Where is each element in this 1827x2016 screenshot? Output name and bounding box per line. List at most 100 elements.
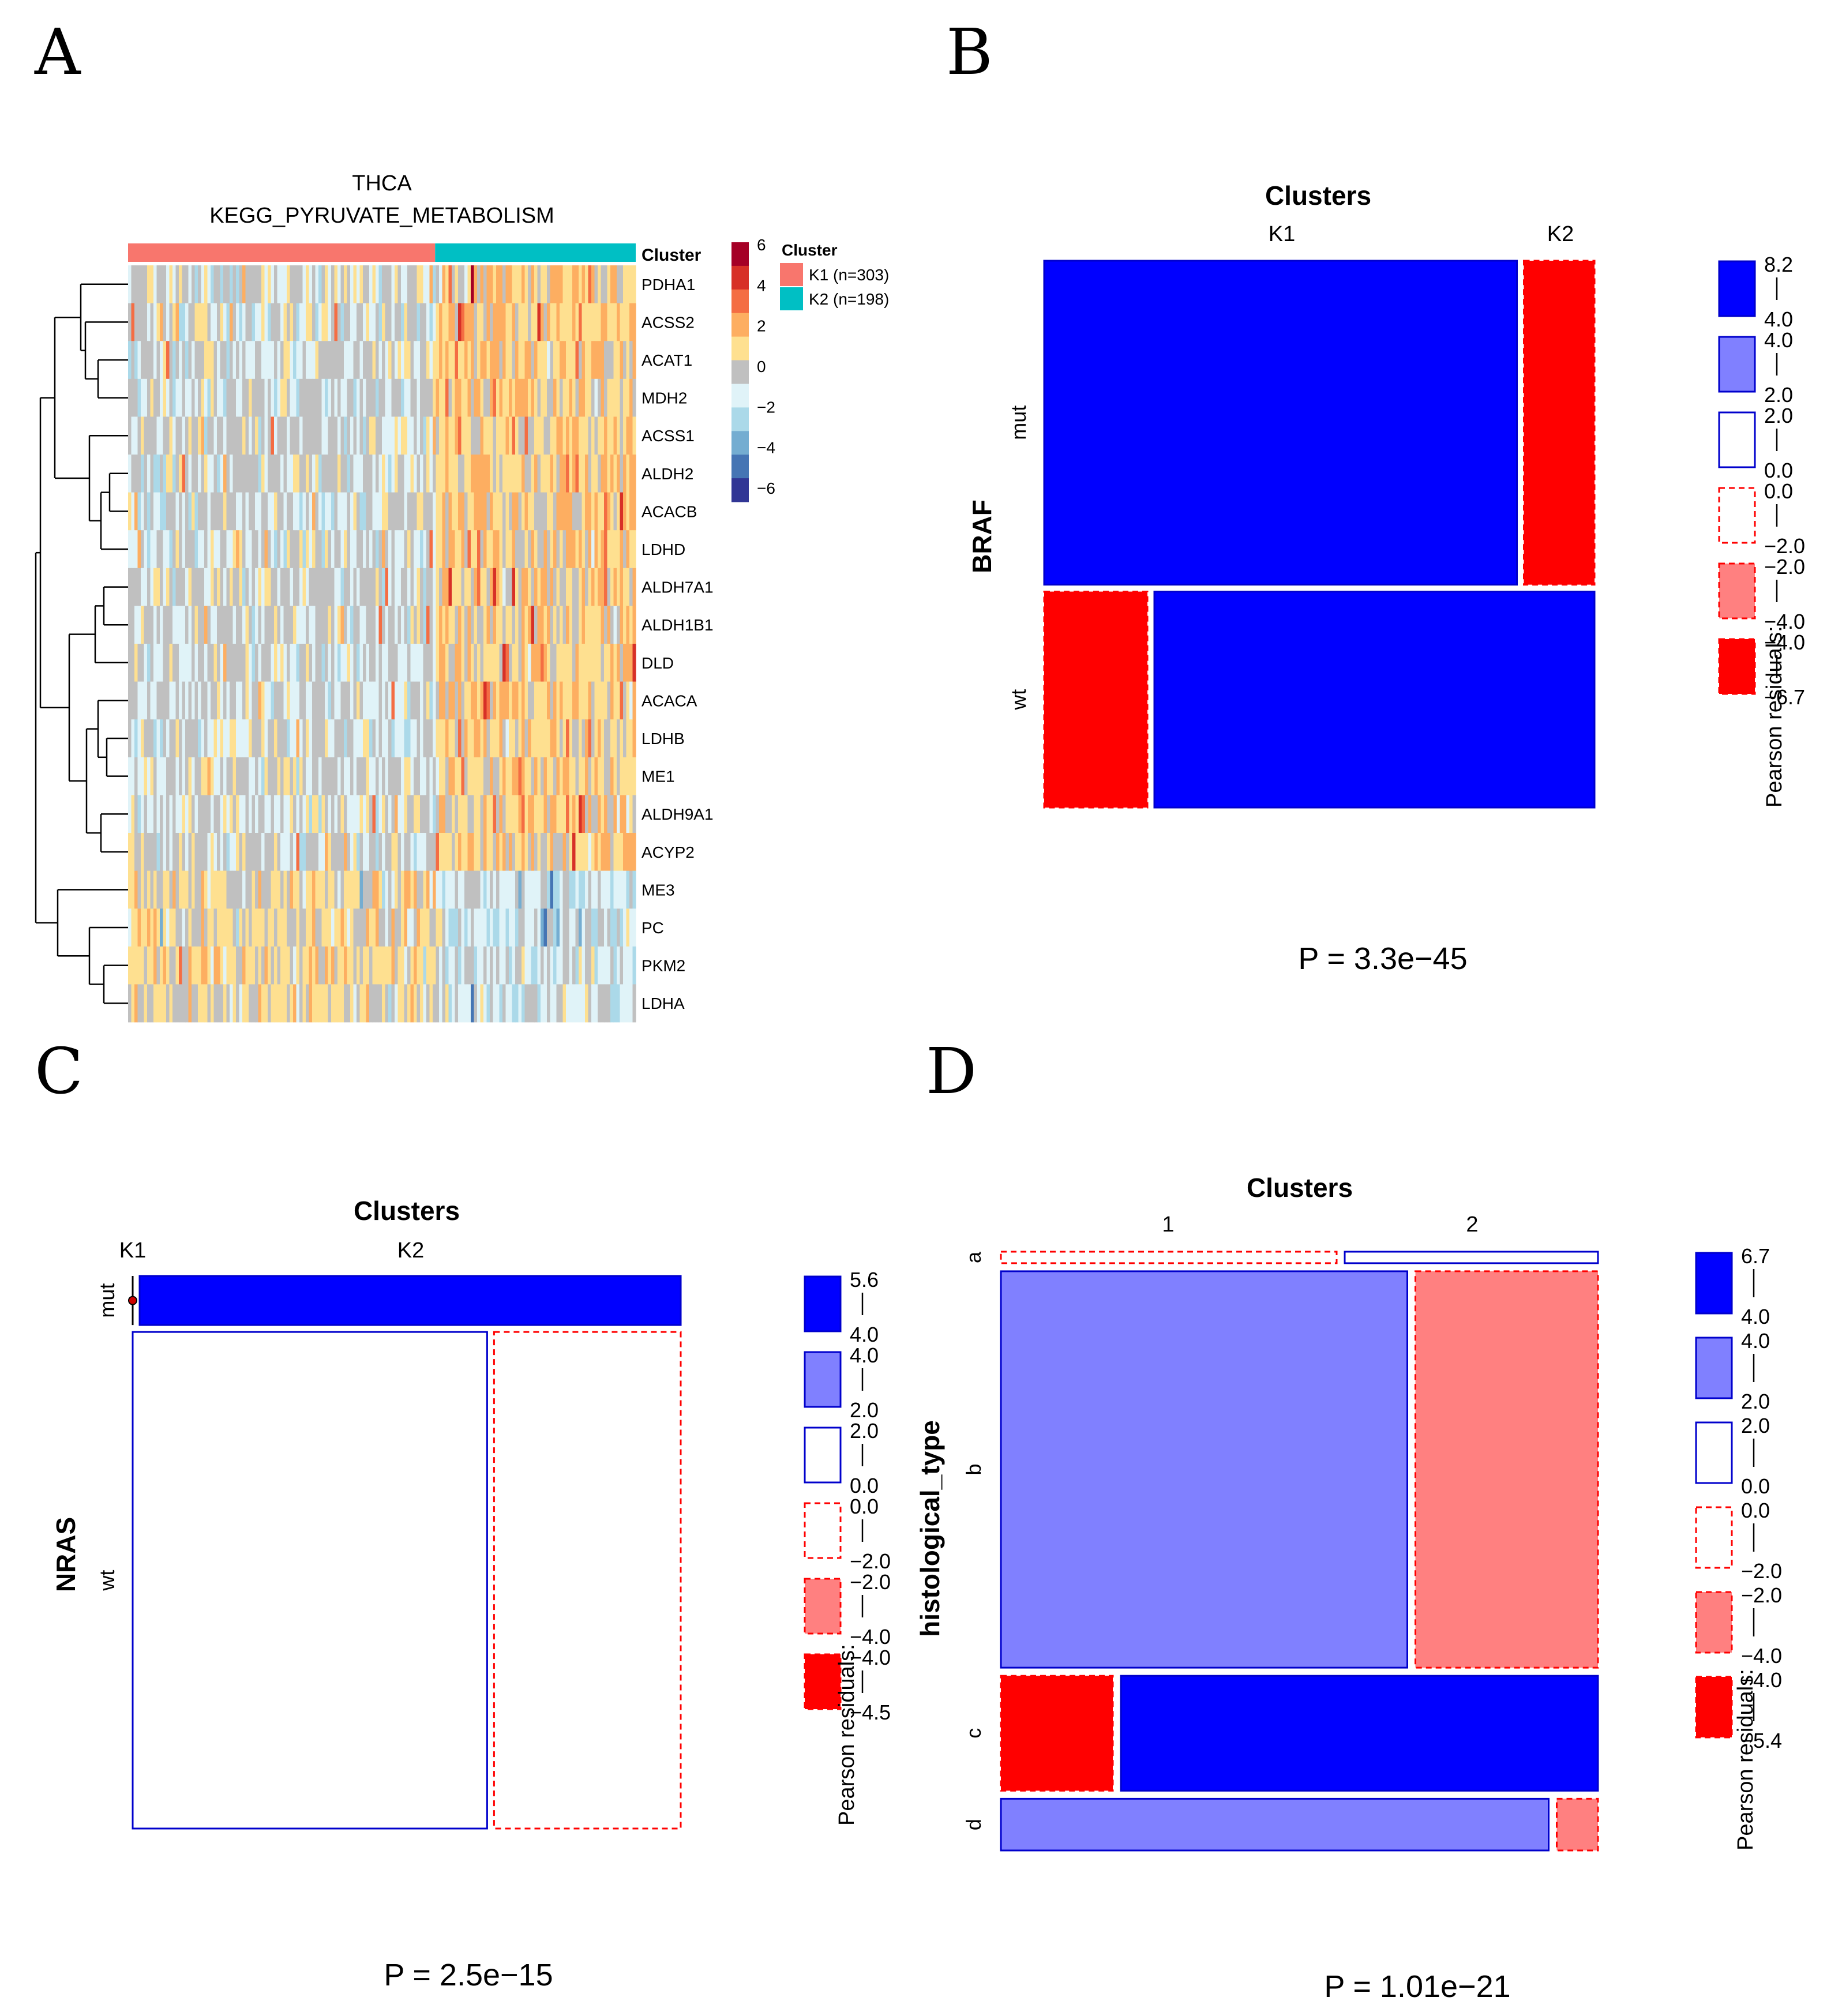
heatmap-cell — [528, 833, 532, 871]
heatmap-cell — [442, 644, 446, 682]
heatmap-cell — [598, 416, 602, 455]
heatmap-cell — [147, 416, 151, 455]
heatmap-cell — [188, 833, 192, 871]
heatmap-cell — [134, 492, 138, 531]
heatmap-cell — [378, 303, 382, 341]
heatmap-cell — [182, 984, 186, 1023]
heatmap-cell — [423, 265, 427, 303]
heatmap-cell — [452, 681, 456, 720]
heatmap-cell — [223, 341, 227, 380]
heatmap-cell — [283, 719, 287, 758]
heatmap-cell — [325, 606, 329, 644]
heatmap-cell — [255, 378, 259, 417]
heatmap-cell — [452, 719, 456, 758]
heatmap-cell — [337, 416, 342, 455]
heatmap-cell — [594, 530, 598, 569]
heatmap-cell — [287, 341, 291, 380]
heatmap-cell — [312, 378, 316, 417]
heatmap-cell — [601, 303, 605, 341]
heatmap-cell — [486, 530, 490, 569]
heatmap-cell — [598, 757, 602, 795]
heatmap-cell — [483, 984, 487, 1023]
heatmap-cell — [607, 719, 611, 758]
heatmap-cell — [172, 870, 177, 909]
heatmap-cell — [448, 681, 452, 720]
heatmap-cell — [585, 606, 589, 644]
heatmap-cell — [626, 606, 630, 644]
heatmap-cell — [445, 946, 449, 985]
heatmap-cell — [153, 908, 157, 947]
heatmap-cell — [217, 265, 221, 303]
heatmap-cell — [134, 908, 138, 947]
heatmap-cell — [211, 492, 215, 531]
heatmap-cell — [585, 378, 589, 417]
heatmap-cell — [594, 606, 598, 644]
heatmap-cell — [610, 719, 614, 758]
heatmap-cell — [340, 795, 344, 834]
heatmap-cell — [474, 719, 478, 758]
heatmap-cell — [410, 795, 414, 834]
heatmap-cell — [169, 606, 173, 644]
heatmap-cell — [302, 795, 306, 834]
heatmap-cell — [236, 757, 240, 795]
heatmap-cell — [499, 644, 503, 682]
heatmap-cell — [543, 341, 547, 380]
heatmap-cell — [366, 341, 370, 380]
legend-swatch — [1718, 260, 1756, 317]
heatmap-cell — [271, 644, 275, 682]
heatmap-cell — [179, 341, 183, 380]
heatmap-cell — [556, 606, 560, 644]
heatmap-cell — [566, 644, 570, 682]
heatmap-cell — [515, 795, 519, 834]
heatmap-cell — [268, 530, 272, 569]
heatmap-cell — [471, 455, 475, 493]
heatmap-cell — [486, 984, 490, 1023]
heatmap-cell — [531, 416, 535, 455]
heatmap-cell — [166, 644, 170, 682]
heatmap-cell — [366, 719, 370, 758]
heatmap-cell — [337, 265, 342, 303]
heatmap-cell — [204, 870, 208, 909]
heatmap-cell — [452, 908, 456, 947]
heatmap-cell — [601, 833, 605, 871]
legend-range-high: 5.6 — [850, 1268, 879, 1292]
heatmap-cell — [429, 568, 433, 606]
heatmap-cell — [372, 870, 376, 909]
heatmap-cell — [382, 757, 386, 795]
heatmap-cell — [442, 416, 446, 455]
heatmap-cell — [153, 378, 157, 417]
heatmap-cell — [426, 681, 430, 720]
heatmap-cell — [172, 908, 177, 947]
heatmap-cell — [175, 416, 179, 455]
heatmap-cell — [192, 265, 196, 303]
heatmap-cell — [268, 606, 272, 644]
heatmap-cell — [268, 341, 272, 380]
heatmap-cell — [188, 568, 192, 606]
heatmap-cell — [334, 644, 338, 682]
heatmap-cell — [359, 606, 363, 644]
heatmap-cell — [458, 984, 462, 1023]
heatmap-cell — [471, 416, 475, 455]
heatmap-cell — [493, 946, 497, 985]
heatmap-cell — [407, 568, 411, 606]
heatmap-cell — [274, 265, 278, 303]
mosaic-cell — [1556, 1797, 1599, 1852]
heatmap-cell — [156, 455, 160, 493]
heatmap-cell — [366, 870, 370, 909]
heatmap-cell — [299, 568, 303, 606]
heatmap-cell — [550, 530, 554, 569]
heatmap-cell — [385, 833, 389, 871]
heatmap-cell — [410, 568, 414, 606]
heatmap-cell — [509, 492, 513, 531]
heatmap-cell — [268, 568, 272, 606]
heatmap-cell — [499, 455, 503, 493]
heatmap-cell — [382, 492, 386, 531]
heatmap-cell — [366, 833, 370, 871]
heatmap-cell — [185, 492, 189, 531]
heatmap-cell — [230, 606, 234, 644]
heatmap-cell — [566, 681, 570, 720]
heatmap-cell — [458, 833, 462, 871]
heatmap-cell — [620, 455, 624, 493]
heatmap-cell — [414, 719, 418, 758]
mosaic-zero-marker — [128, 1296, 137, 1305]
